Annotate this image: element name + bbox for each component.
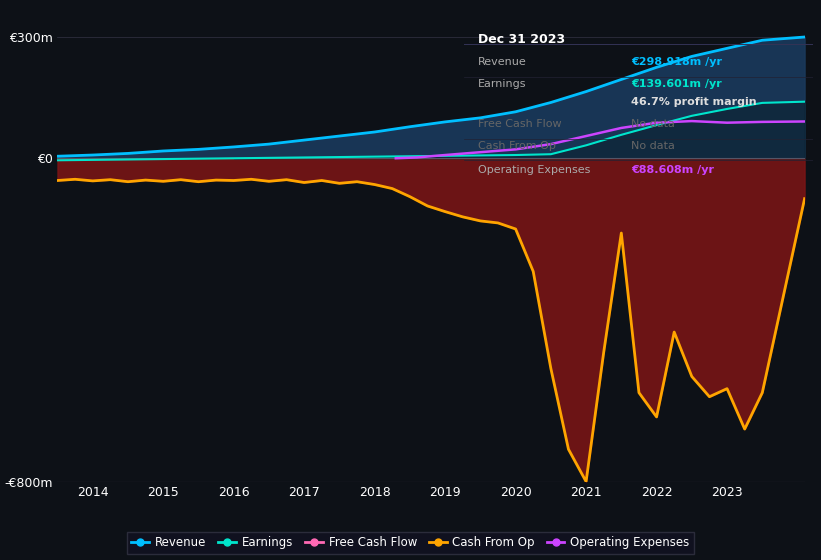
Text: No data: No data xyxy=(631,119,675,129)
Legend: Revenue, Earnings, Free Cash Flow, Cash From Op, Operating Expenses: Revenue, Earnings, Free Cash Flow, Cash … xyxy=(126,531,695,554)
Text: Earnings: Earnings xyxy=(478,79,526,89)
Text: Free Cash Flow: Free Cash Flow xyxy=(478,119,562,129)
Text: No data: No data xyxy=(631,141,675,151)
Text: Revenue: Revenue xyxy=(478,57,526,67)
Text: Dec 31 2023: Dec 31 2023 xyxy=(478,33,565,46)
Text: €139.601m /yr: €139.601m /yr xyxy=(631,79,722,89)
Text: 46.7% profit margin: 46.7% profit margin xyxy=(631,97,757,107)
Text: €88.608m /yr: €88.608m /yr xyxy=(631,165,714,175)
Text: €298.918m /yr: €298.918m /yr xyxy=(631,57,722,67)
Text: Operating Expenses: Operating Expenses xyxy=(478,165,590,175)
Text: Cash From Op: Cash From Op xyxy=(478,141,556,151)
